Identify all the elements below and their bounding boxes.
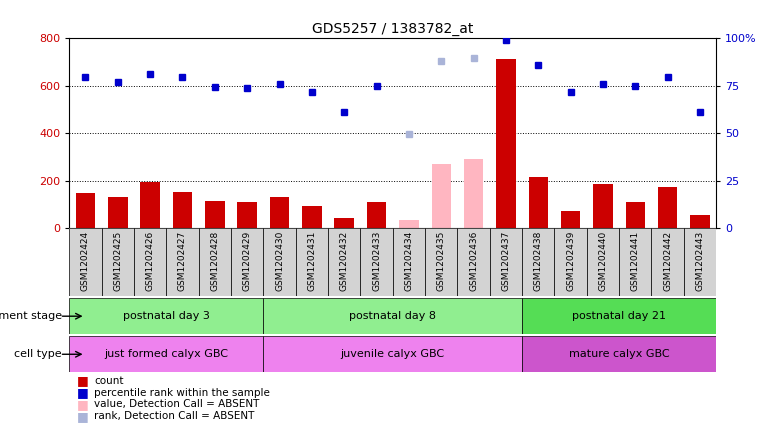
Bar bbox=[237, 202, 257, 228]
Bar bbox=[360, 228, 393, 296]
Bar bbox=[296, 228, 328, 296]
Text: juvenile calyx GBC: juvenile calyx GBC bbox=[340, 349, 445, 359]
Text: GSM1202437: GSM1202437 bbox=[501, 231, 511, 291]
Bar bbox=[425, 228, 457, 296]
Text: GSM1202427: GSM1202427 bbox=[178, 231, 187, 291]
Bar bbox=[231, 228, 263, 296]
Text: postnatal day 8: postnatal day 8 bbox=[350, 311, 436, 321]
Text: GSM1202430: GSM1202430 bbox=[275, 231, 284, 291]
Bar bbox=[658, 187, 678, 228]
Bar bbox=[399, 220, 419, 228]
Bar bbox=[166, 228, 199, 296]
Bar bbox=[69, 298, 263, 334]
Text: just formed calyx GBC: just formed calyx GBC bbox=[104, 349, 229, 359]
Text: rank, Detection Call = ABSENT: rank, Detection Call = ABSENT bbox=[94, 411, 254, 421]
Bar bbox=[393, 228, 425, 296]
Text: GSM1202442: GSM1202442 bbox=[663, 231, 672, 291]
Bar bbox=[140, 182, 160, 228]
Text: ■: ■ bbox=[77, 374, 89, 387]
Text: postnatal day 21: postnatal day 21 bbox=[572, 311, 666, 321]
Bar bbox=[528, 177, 548, 228]
Text: GSM1202424: GSM1202424 bbox=[81, 231, 90, 291]
Bar bbox=[593, 184, 613, 228]
Bar bbox=[522, 336, 716, 372]
Bar bbox=[625, 202, 645, 228]
Bar bbox=[522, 228, 554, 296]
Text: mature calyx GBC: mature calyx GBC bbox=[569, 349, 669, 359]
Bar bbox=[270, 198, 290, 228]
Bar bbox=[69, 336, 263, 372]
Text: GSM1202428: GSM1202428 bbox=[210, 231, 219, 291]
Bar bbox=[302, 206, 322, 228]
Title: GDS5257 / 1383782_at: GDS5257 / 1383782_at bbox=[312, 22, 474, 36]
Bar bbox=[75, 193, 95, 228]
Text: value, Detection Call = ABSENT: value, Detection Call = ABSENT bbox=[94, 399, 259, 409]
Bar bbox=[263, 228, 296, 296]
Bar bbox=[399, 220, 419, 228]
Text: GSM1202441: GSM1202441 bbox=[631, 231, 640, 291]
Text: GSM1202425: GSM1202425 bbox=[113, 231, 122, 291]
Bar bbox=[690, 215, 710, 228]
Bar bbox=[554, 228, 587, 296]
Bar bbox=[108, 198, 128, 228]
Bar bbox=[69, 228, 102, 296]
Bar bbox=[684, 228, 716, 296]
Bar bbox=[490, 228, 522, 296]
Bar bbox=[199, 228, 231, 296]
Text: postnatal day 3: postnatal day 3 bbox=[123, 311, 209, 321]
Bar bbox=[263, 336, 522, 372]
Text: GSM1202439: GSM1202439 bbox=[566, 231, 575, 291]
Text: GSM1202435: GSM1202435 bbox=[437, 231, 446, 291]
Text: GSM1202431: GSM1202431 bbox=[307, 231, 316, 291]
Bar bbox=[522, 298, 716, 334]
Bar bbox=[367, 202, 387, 228]
Text: GSM1202436: GSM1202436 bbox=[469, 231, 478, 291]
Text: GSM1202434: GSM1202434 bbox=[404, 231, 413, 291]
Text: GSM1202438: GSM1202438 bbox=[534, 231, 543, 291]
Bar bbox=[431, 164, 451, 228]
Text: GSM1202432: GSM1202432 bbox=[340, 231, 349, 291]
Text: cell type: cell type bbox=[15, 349, 65, 359]
Bar bbox=[561, 211, 581, 228]
Bar bbox=[205, 201, 225, 228]
Bar bbox=[496, 60, 516, 228]
Bar bbox=[464, 159, 484, 228]
Text: ■: ■ bbox=[77, 398, 89, 411]
Text: percentile rank within the sample: percentile rank within the sample bbox=[94, 387, 270, 398]
Text: GSM1202433: GSM1202433 bbox=[372, 231, 381, 291]
Text: count: count bbox=[94, 376, 123, 386]
Bar bbox=[328, 228, 360, 296]
Bar bbox=[457, 228, 490, 296]
Bar bbox=[263, 298, 522, 334]
Bar bbox=[651, 228, 684, 296]
Text: ■: ■ bbox=[77, 386, 89, 399]
Bar bbox=[134, 228, 166, 296]
Text: GSM1202429: GSM1202429 bbox=[243, 231, 252, 291]
Text: GSM1202443: GSM1202443 bbox=[695, 231, 705, 291]
Bar bbox=[334, 218, 354, 228]
Bar bbox=[102, 228, 134, 296]
Text: GSM1202426: GSM1202426 bbox=[146, 231, 155, 291]
Bar bbox=[587, 228, 619, 296]
Bar bbox=[619, 228, 651, 296]
Text: development stage: development stage bbox=[0, 311, 65, 321]
Text: GSM1202440: GSM1202440 bbox=[598, 231, 608, 291]
Bar bbox=[172, 192, 192, 228]
Text: ■: ■ bbox=[77, 410, 89, 423]
